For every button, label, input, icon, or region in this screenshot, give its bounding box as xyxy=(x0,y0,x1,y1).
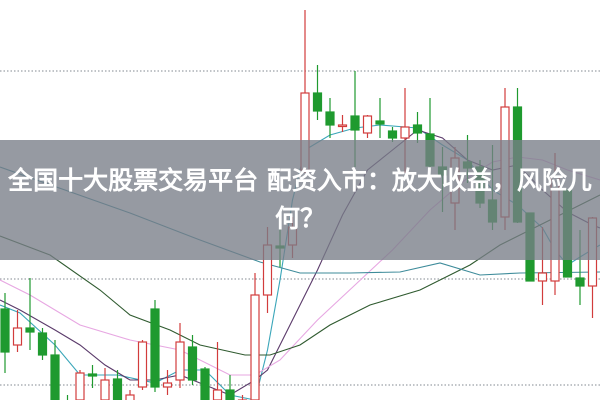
candle-down xyxy=(312,92,323,112)
candle-up xyxy=(212,389,223,400)
candle-down xyxy=(150,308,160,388)
candle-down xyxy=(225,389,235,400)
candle-up xyxy=(75,372,85,400)
candle-down xyxy=(375,120,385,125)
candle-up xyxy=(250,294,260,400)
candle-down xyxy=(412,124,423,134)
candle-down xyxy=(325,111,335,126)
candle-down xyxy=(200,368,210,400)
candle-down xyxy=(37,332,48,356)
candle-down xyxy=(112,378,123,400)
candle-up xyxy=(12,327,23,346)
candle-up xyxy=(337,124,348,128)
candle-down xyxy=(575,277,585,287)
candle-down xyxy=(87,373,98,377)
candle-down xyxy=(187,346,198,381)
candle-down xyxy=(25,327,35,333)
headline: 全国十大股票交易平台 配资入市：放大收益，风险几何？ xyxy=(8,166,592,233)
candle-down xyxy=(50,354,60,400)
candle-up xyxy=(400,126,410,139)
candle-up xyxy=(175,341,185,381)
candle-up xyxy=(137,341,148,388)
candle-up xyxy=(100,379,110,400)
candle-up xyxy=(362,115,373,134)
candle-up xyxy=(537,272,548,282)
headline-banner: 全国十大股票交易平台 配资入市：放大收益，风险几何？ xyxy=(0,140,600,260)
candle-down xyxy=(387,130,398,139)
candle-down xyxy=(350,115,360,131)
candle-down xyxy=(0,308,10,353)
candle-up xyxy=(162,382,173,388)
candle-up xyxy=(125,394,135,400)
